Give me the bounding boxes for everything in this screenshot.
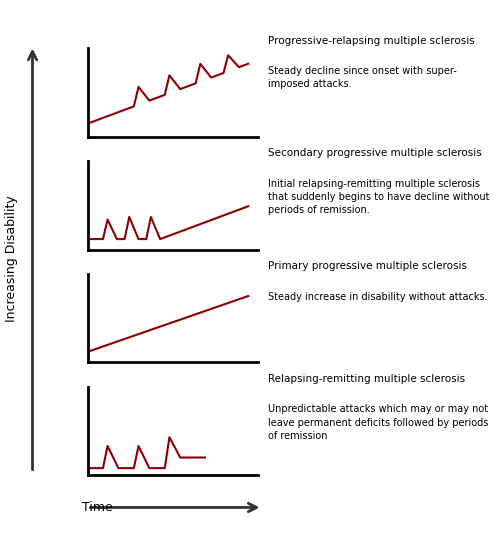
Text: Initial relapsing-remitting multiple sclerosis
that suddenly begins to have decl: Initial relapsing-remitting multiple scl… — [268, 179, 489, 215]
Text: Unpredictable attacks which may or may not
leave permanent deficits followed by : Unpredictable attacks which may or may n… — [268, 404, 488, 441]
Text: Progressive-relapsing multiple sclerosis: Progressive-relapsing multiple sclerosis — [268, 35, 474, 46]
Text: Steady decline since onset with super-
imposed attacks.: Steady decline since onset with super- i… — [268, 66, 456, 89]
Text: Steady increase in disability without attacks.: Steady increase in disability without at… — [268, 292, 487, 302]
Text: Increasing Disability: Increasing Disability — [5, 195, 18, 323]
Text: Relapsing-remitting multiple sclerosis: Relapsing-remitting multiple sclerosis — [268, 374, 464, 384]
Text: Time: Time — [82, 501, 113, 514]
Text: Primary progressive multiple sclerosis: Primary progressive multiple sclerosis — [268, 261, 466, 271]
Text: Secondary progressive multiple sclerosis: Secondary progressive multiple sclerosis — [268, 148, 481, 158]
